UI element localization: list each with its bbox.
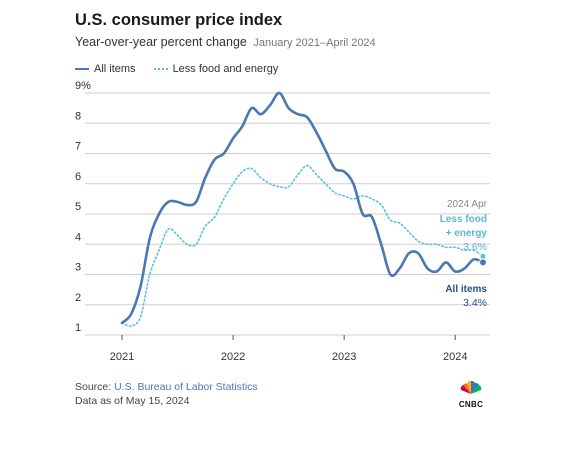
y-tick-label: 2 (75, 292, 81, 304)
x-axis-tick-labels: 2021 2022 2023 2024 (110, 335, 467, 363)
y-tick-label: 5 (75, 201, 81, 213)
series-line-core (121, 164, 484, 327)
annotation-core-label-2: + energy (446, 228, 488, 239)
legend-label-all-items: All items (94, 63, 136, 75)
y-tick-label: 3 (75, 262, 81, 274)
annotation-period: 2024 Apr (447, 199, 488, 210)
y-tick-label: 4 (75, 231, 81, 243)
y-tick-label: 6 (75, 171, 81, 183)
subtitle-text: Year-over-year percent change (75, 35, 247, 49)
source-prefix: Source: (75, 381, 115, 393)
annotation-core-label-1: Less food (440, 214, 487, 225)
x-tick-label: 2021 (110, 351, 134, 363)
data-date-note: Data as of May 15, 2024 (75, 395, 190, 407)
series-lines (120, 91, 487, 327)
y-axis-tick-labels: 1 2 3 4 5 6 7 8 9% (75, 80, 91, 334)
x-tick-label: 2023 (332, 351, 356, 363)
series-line-all-items (120, 91, 485, 325)
legend-item-core: Less food and energy (153, 63, 279, 75)
legend-label-core: Less food and energy (172, 63, 279, 75)
date-range: January 2021–April 2024 (253, 37, 376, 49)
x-tick-label: 2024 (443, 351, 467, 363)
legend-swatch-all-items (75, 68, 89, 70)
annotation-core-value: 3.6% (463, 241, 487, 253)
chart-subtitle: Year-over-year percent change January 20… (75, 35, 376, 49)
annotation-all-label: All items (445, 284, 487, 295)
cnbc-peacock-icon (460, 380, 482, 394)
source-line: Source: U.S. Bureau of Labor Statistics (75, 380, 258, 394)
logo-text: CNBC (458, 400, 484, 409)
end-annotations: 2024 Apr Less food + energy 3.6% All ite… (440, 199, 488, 309)
y-tick-label: 1 (75, 322, 81, 334)
grid-lines (85, 92, 490, 336)
y-tick-label: 7 (75, 141, 81, 153)
end-marker-all-items (479, 258, 487, 267)
y-tick-label: 9% (75, 80, 91, 92)
cnbc-logo: CNBC (455, 380, 487, 409)
source-link[interactable]: U.S. Bureau of Labor Statistics (114, 381, 258, 393)
annotation-all-value: 3.4% (463, 297, 487, 309)
legend-item-all-items: All items (75, 63, 136, 75)
x-tick-label: 2022 (221, 351, 245, 363)
chart-title: U.S. consumer price index (75, 11, 283, 29)
chart-legend: All items Less food and energy (75, 63, 296, 75)
y-tick-label: 8 (75, 110, 81, 122)
source-note: Source: U.S. Bureau of Labor Statistics … (75, 380, 258, 408)
legend-swatch-core (153, 68, 168, 70)
